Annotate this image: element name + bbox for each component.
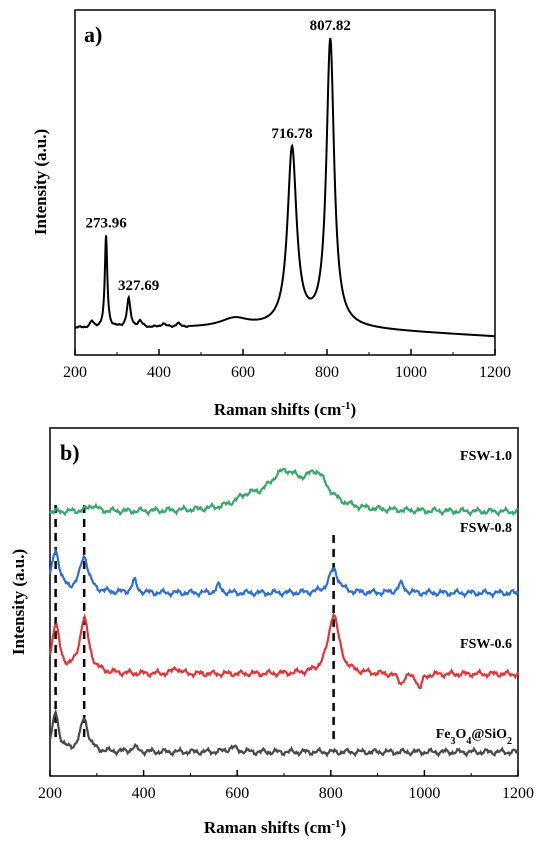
spectrum-line-series-1 — [48, 548, 519, 600]
panel-b-x-tick-label: 400 — [132, 785, 156, 802]
panel-b-dashed-guides — [54, 505, 335, 740]
panel-b-x-axis-title: Raman shifts (cm-1) — [204, 818, 346, 837]
panel-a-x-tick-label: 400 — [147, 364, 171, 381]
panel-b-spectra — [48, 467, 520, 758]
panel-a-y-axis-title: Intensity (a.u.) — [31, 129, 50, 235]
spectrum-line-series-3 — [48, 708, 519, 758]
panel-b-x-tick-label: 600 — [225, 785, 249, 802]
panel-a-label: a) — [84, 22, 102, 47]
panel-a-x-tick-label: 800 — [315, 364, 339, 381]
panel-b-label: b) — [60, 440, 80, 465]
panel-b-x-ticks: 200 400 600 800 1000 1200 — [38, 770, 534, 802]
panel-a-x-tick-label: 600 — [231, 364, 255, 381]
panel-b-x-tick-label: 200 — [38, 785, 62, 802]
series-label-fe3o4-sio2: Fe3O4@SiO2 — [436, 727, 512, 747]
spectrum-line-series-0 — [49, 467, 519, 518]
peak-label: 327.69 — [118, 278, 159, 294]
spectrum-line-series-2 — [48, 612, 520, 690]
peak-label: 716.78 — [271, 126, 312, 142]
panel-b-x-tick-label: 1200 — [502, 785, 534, 802]
panel-a-x-axis-title: Raman shifts (cm-1) — [214, 400, 356, 419]
panel-a-x-tick-label: 1200 — [479, 364, 511, 381]
panel-b-series-labels: FSW-1.0 FSW-0.8 FSW-0.6 Fe3O4@SiO2 — [436, 449, 512, 747]
panel-b: b) 200 400 600 800 1000 1200 FSW-1.0 FSW-0.8 … — [9, 427, 534, 837]
panel-a-x-ticks: 200 400 600 800 1000 1200 — [63, 349, 511, 381]
panel-a-spectrum-line — [74, 37, 496, 338]
panel-a-peak-labels: 273.96 327.69 716.78 807.82 — [85, 18, 350, 294]
series-label-fsw-0-8: FSW-0.8 — [460, 521, 512, 536]
series-label-fsw-0-6: FSW-0.6 — [460, 637, 512, 652]
panel-a-x-tick-label: 200 — [63, 364, 87, 381]
panel-b-x-tick-label: 800 — [319, 785, 343, 802]
panel-b-y-axis-title: Intensity (a.u.) — [9, 549, 28, 655]
panel-a-x-tick-label: 1000 — [395, 364, 427, 381]
panel-b-frame — [49, 427, 519, 777]
panel-b-x-tick-label: 1000 — [408, 785, 440, 802]
series-label-fsw-1-0: FSW-1.0 — [460, 449, 512, 464]
panel-a: a) 200 400 600 800 1000 1200 273.96 327.69 716.… — [31, 9, 511, 419]
peak-label: 273.96 — [85, 216, 127, 232]
panel-a-frame — [74, 9, 496, 356]
peak-label: 807.82 — [310, 18, 351, 34]
